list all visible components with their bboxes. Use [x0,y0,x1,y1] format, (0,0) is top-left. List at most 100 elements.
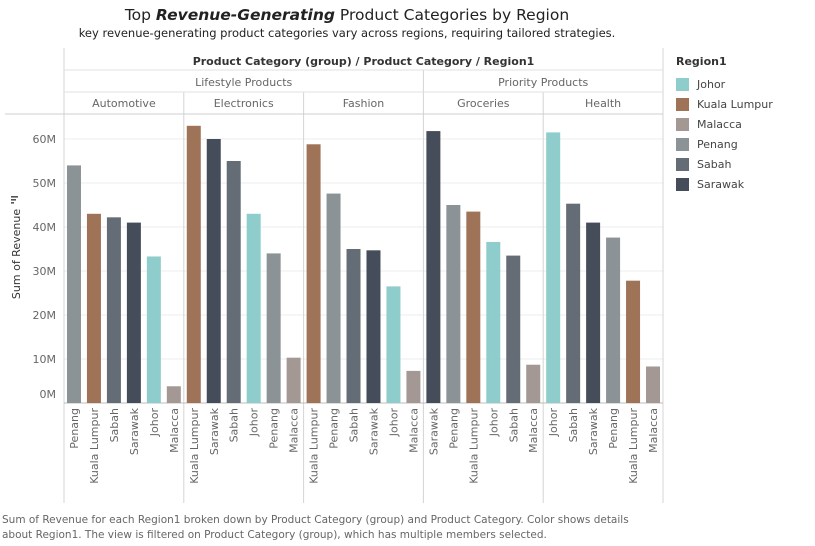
legend: Region1 Johor Kuala Lumpur Malacca Penang Sa… [676,55,811,194]
bar[interactable] [346,249,361,403]
legend-label: Sarawak [697,177,745,191]
group-label: Lifestyle Products [195,76,292,89]
bar[interactable] [586,222,601,403]
bar[interactable] [566,203,581,403]
title-suffix: Product Categories by Region [334,6,570,24]
x-tick-label: Sabah [567,408,580,442]
category-label: Fashion [343,97,385,110]
x-tick-label: Penang [607,408,620,449]
x-tick-label: Kuala Lumpur [467,408,480,484]
legend-swatch [676,137,689,151]
legend-swatch [676,157,689,171]
legend-swatch [676,77,689,91]
legend-label: Kuala Lumpur [697,97,773,111]
bar[interactable] [426,131,441,403]
bar[interactable] [126,222,141,403]
legend-item[interactable]: Sarawak [676,174,811,194]
category-label: Health [585,97,621,110]
bar[interactable] [486,241,501,403]
legend-item[interactable]: Kuala Lumpur [676,94,811,114]
bar[interactable] [186,125,201,404]
group-label: Priority Products [498,76,588,89]
x-tick-label: Sarawak [128,407,141,455]
bar[interactable] [146,256,161,403]
legend-item[interactable]: Malacca [676,114,811,134]
x-tick-label: Kuala Lumpur [188,408,201,484]
bar[interactable] [226,161,241,403]
legend-title: Region1 [676,55,727,68]
x-tick-label: Johor [547,408,560,438]
x-tick-label: Sarawak [367,407,380,455]
x-tick-label: Kuala Lumpur [308,408,321,484]
x-tick-label: Johor [387,408,400,438]
legend-swatch [676,177,689,191]
bar[interactable] [306,144,321,403]
legend-label: Malacca [697,117,742,131]
bar[interactable] [466,211,481,403]
title-emphasis: Revenue-Generating [155,6,335,24]
bar[interactable] [326,193,341,403]
y-axis-label: Sum of Revenue [10,209,23,299]
legend-item[interactable]: Sabah [676,154,811,174]
bar[interactable] [386,286,401,403]
x-tick-label: Kuala Lumpur [88,408,101,484]
x-tick-label: Kuala Lumpur [627,408,640,484]
y-tick-label: 0M [40,388,57,401]
y-tick-label: 20M [33,309,57,322]
bar[interactable] [406,370,421,403]
x-tick-label: Sabah [108,408,121,442]
bar[interactable] [166,386,181,403]
x-tick-label: Penang [268,408,281,449]
bar[interactable] [366,250,381,403]
sort-icon[interactable] [11,196,18,204]
bar[interactable] [246,213,261,403]
legend-label: Penang [697,137,738,151]
y-tick-label: 40M [33,221,57,234]
column-header: Product Category (group) / Product Categ… [193,55,535,68]
legend-label: Sabah [697,157,732,171]
category-label: Groceries [457,97,510,110]
x-tick-label: Sabah [507,408,520,442]
bar[interactable] [266,253,281,403]
x-tick-label: Johor [487,408,500,438]
bar[interactable] [446,205,461,403]
x-tick-label: Sabah [228,408,241,442]
x-tick-label: Sarawak [587,407,600,455]
x-tick-label: Sarawak [208,407,221,455]
bar[interactable] [86,213,101,403]
x-tick-label: Malacca [527,408,540,453]
chart-title: Top Revenue-Generating Product Categorie… [60,6,634,24]
x-tick-label: Penang [328,408,341,449]
bar[interactable] [646,366,661,403]
x-tick-label: Sabah [348,408,361,442]
bar[interactable] [286,357,301,403]
y-tick-label: 50M [33,177,57,190]
y-tick-label: 10M [33,353,57,366]
bar[interactable] [626,280,641,403]
bar[interactable] [526,364,541,403]
category-label: Electronics [214,97,274,110]
x-tick-label: Malacca [168,408,181,453]
bar[interactable] [206,139,221,403]
y-tick-label: 60M [33,133,57,146]
y-tick-label: 30M [33,265,57,278]
x-tick-label: Malacca [407,408,420,453]
legend-swatch [676,97,689,111]
x-tick-label: Penang [68,408,81,449]
bar[interactable] [106,217,121,403]
bar[interactable] [66,165,81,403]
bar[interactable] [506,255,521,403]
legend-item[interactable]: Johor [676,74,811,94]
chart-subtitle: key revenue-generating product categorie… [78,26,616,40]
x-tick-label: Sarawak [427,407,440,455]
caption: Sum of Revenue for each Region1 broken d… [2,514,629,541]
legend-swatch [676,117,689,131]
legend-item[interactable]: Penang [676,134,811,154]
bar[interactable] [606,237,621,403]
title-prefix: Top [124,6,156,24]
x-tick-label: Johor [148,408,161,438]
bar[interactable] [546,132,561,403]
x-tick-label: Malacca [647,408,660,453]
category-label: Automotive [92,97,156,110]
